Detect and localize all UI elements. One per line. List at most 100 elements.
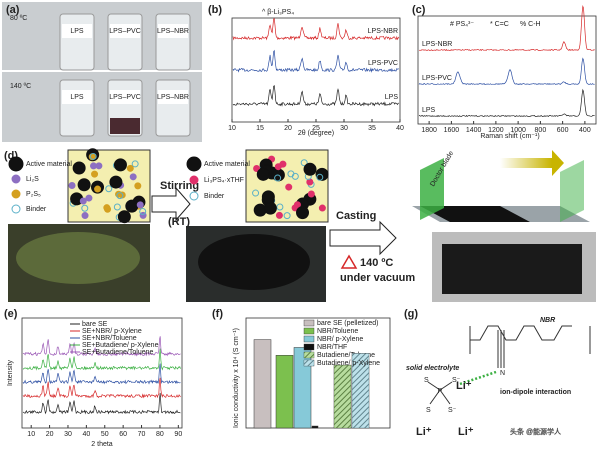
particle [109, 175, 123, 189]
x-tick-label: 1800 [421, 127, 437, 134]
axes [21, 317, 183, 429]
particle [126, 164, 134, 172]
coating [420, 206, 530, 222]
film [442, 244, 582, 294]
particle [81, 212, 89, 220]
bar [253, 339, 272, 429]
legend: * C=C [490, 21, 509, 28]
ion: Li⁺ [416, 426, 432, 438]
blade [560, 160, 584, 222]
particle [261, 190, 275, 204]
atom: S⁻ [448, 407, 457, 414]
legend-tint [304, 352, 314, 358]
particle [316, 173, 324, 181]
step: Stirring [160, 180, 199, 192]
particle [113, 158, 127, 172]
arrow [329, 220, 397, 256]
step: 140 ºC [360, 257, 393, 269]
vial-label [158, 24, 188, 38]
legend-icon [189, 191, 199, 201]
vial-label [62, 90, 92, 104]
legend: ^ β-Li₃PS₄ [262, 9, 294, 16]
bar [275, 355, 294, 429]
vial-text: LPS–PVC [109, 28, 141, 35]
x-tick-label: 40 [396, 125, 404, 132]
particle [125, 199, 139, 213]
legend-icon [11, 174, 21, 184]
legend-swatch [303, 327, 315, 335]
legend-text: Butadiene/Toluene [317, 352, 375, 359]
spectrum [22, 392, 181, 415]
particle [252, 189, 260, 197]
direction-arrow [500, 158, 552, 168]
particle [274, 174, 282, 182]
polymer: NBR [540, 317, 555, 324]
step: (RT) [168, 216, 190, 228]
x-label: 2 theta [91, 441, 113, 448]
particle [283, 212, 291, 220]
vial-label [110, 90, 140, 104]
interaction-label: ion-dipole interaction [500, 389, 571, 396]
legend-text: Active material [204, 161, 250, 168]
particle [116, 192, 124, 200]
particle [68, 181, 76, 189]
panel-label: (f) [212, 308, 223, 320]
particle [79, 197, 87, 205]
x-tick-label: 25 [312, 125, 320, 132]
direction-arrow [552, 150, 564, 176]
panel-label: (a) [6, 4, 20, 16]
particle [285, 183, 293, 191]
vial-label [62, 24, 92, 38]
ion: Li⁺ [458, 426, 474, 438]
panel-label: (g) [404, 308, 418, 320]
particle [303, 162, 317, 176]
arrow [151, 186, 191, 222]
x-tick-label: 30 [64, 431, 72, 438]
polymer-chain [470, 325, 572, 341]
atom: S [426, 407, 431, 414]
particle [293, 201, 301, 209]
x-tick-label: 10 [228, 125, 236, 132]
x-tick-label: 50 [101, 431, 109, 438]
temp: 80 ºC [10, 15, 27, 22]
legend: % C-H [520, 21, 541, 28]
particle [307, 190, 315, 198]
vial-text: LPS [70, 28, 84, 35]
slurry [16, 232, 140, 284]
spectrum [232, 85, 399, 107]
bar-tint [334, 365, 351, 428]
legend-icon [8, 156, 24, 172]
x-label: Raman shift (cm⁻¹) [480, 133, 539, 140]
series-label: LPS [385, 94, 399, 101]
x-tick-label: 1000 [510, 127, 526, 134]
x-tick-label: 20 [46, 431, 54, 438]
particle [263, 201, 277, 215]
y-label: Ionic conductivity x 10⁴ (S cm⁻¹) [233, 328, 240, 428]
particle [256, 167, 270, 181]
particle [274, 163, 282, 171]
particle [131, 160, 139, 168]
vial-text: LPS–PVC [109, 94, 141, 101]
x-tick-label: 35 [368, 125, 376, 132]
particle [117, 210, 131, 224]
vial-text: LPS [70, 94, 84, 101]
legend-text: SE+NBR/Toluene [82, 335, 137, 342]
x-tick-label: 40 [82, 431, 90, 438]
spectrum [22, 348, 181, 371]
atom: S [424, 377, 429, 384]
legend-text: Binder [204, 193, 225, 200]
spectrum [418, 5, 595, 51]
particle [318, 204, 326, 212]
temp: 140 ºC [10, 83, 31, 90]
particle [77, 178, 91, 192]
legend-icon [186, 156, 202, 172]
legend-text: Butadiene/ p-Xylene [317, 360, 380, 367]
particle [103, 204, 111, 212]
atom: P [438, 388, 443, 395]
legend-text: NBR/THF [317, 344, 347, 351]
panel-g [427, 325, 591, 405]
x-tick-label: 600 [557, 127, 569, 134]
particle [91, 170, 99, 178]
x-tick-label: 90 [174, 431, 182, 438]
spectrum [232, 49, 400, 73]
